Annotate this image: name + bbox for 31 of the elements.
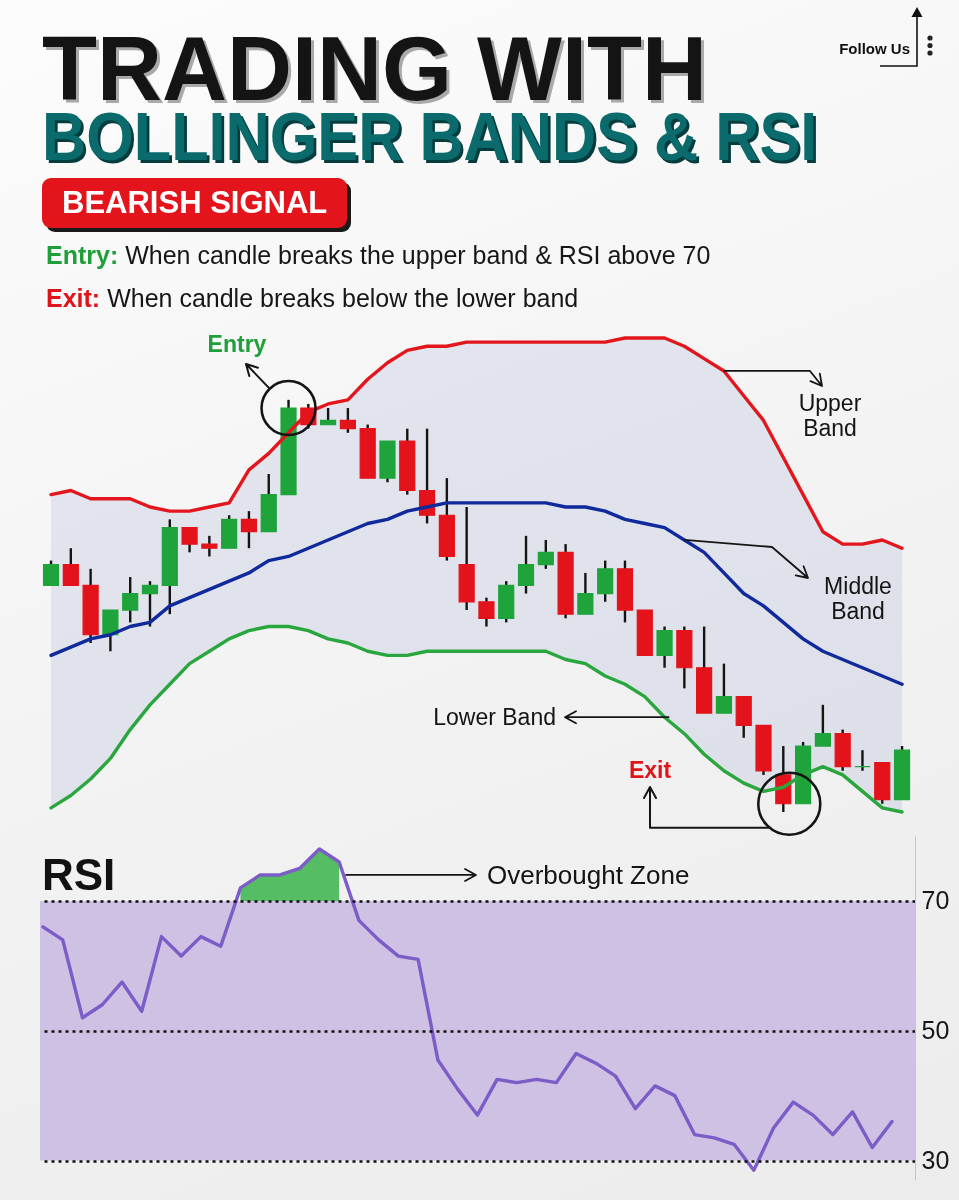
text: Follow Us bbox=[839, 40, 910, 57]
line-series bbox=[41, 847, 894, 1172]
annotation: Overbought Zone bbox=[487, 860, 690, 891]
y-tick-label: 30 bbox=[921, 1146, 950, 1175]
chart-title: TRADING WITH BOLLINGER BANDS & RSI bbox=[42, 19, 818, 174]
candlestick bbox=[537, 538, 554, 571]
candlestick bbox=[478, 596, 495, 628]
candlestick bbox=[181, 526, 198, 554]
text: Entry bbox=[207, 331, 267, 357]
candlestick bbox=[715, 662, 733, 715]
candlestick bbox=[854, 748, 871, 772]
text: Exit: When candle breaks below the lower band bbox=[46, 284, 579, 312]
y-tick-label: 70 bbox=[921, 886, 950, 915]
candlestick bbox=[517, 534, 535, 595]
text: Entry: When candle breaks the upper band & RSI above 70 bbox=[46, 241, 711, 269]
candlestick bbox=[577, 571, 594, 616]
chart-title: RSI bbox=[42, 850, 116, 899]
annotation: Exit bbox=[628, 757, 672, 783]
candlestick bbox=[814, 703, 831, 748]
y-tick-label: 50 bbox=[921, 1016, 950, 1045]
candlestick bbox=[42, 559, 60, 587]
series-label: Lower Band bbox=[433, 704, 556, 731]
candlestick bbox=[339, 406, 356, 434]
candlestick bbox=[240, 509, 258, 550]
candlestick bbox=[62, 547, 79, 587]
series-label: Upper Band bbox=[798, 390, 862, 441]
candlestick bbox=[141, 579, 159, 628]
series-label: Middle Band bbox=[824, 573, 892, 624]
chart-subtitle: BEARISH SIGNAL bbox=[42, 178, 348, 228]
candlestick bbox=[122, 575, 139, 624]
candlestick bbox=[201, 534, 218, 558]
